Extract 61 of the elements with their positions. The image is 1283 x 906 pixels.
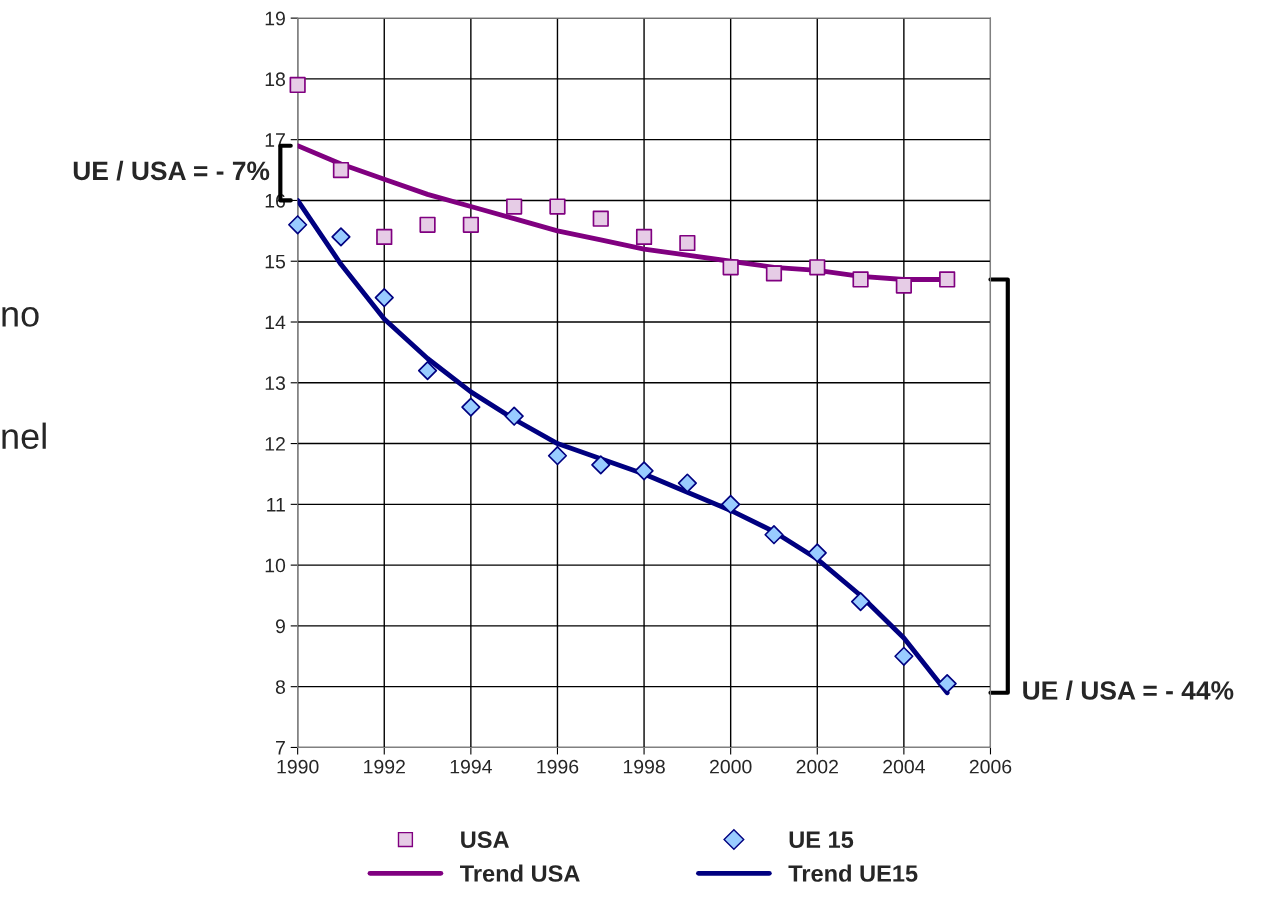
- point: [852, 271, 869, 288]
- y-tick-label: 11: [267, 498, 285, 512]
- point: [549, 198, 566, 215]
- point: [635, 228, 653, 246]
- y-tick-label: 8: [275, 680, 286, 694]
- point: [374, 288, 394, 308]
- point: [332, 161, 350, 179]
- x-tick-label: 1994: [450, 759, 492, 774]
- point: [939, 271, 956, 288]
- point: [679, 234, 696, 252]
- text: no: [2, 307, 39, 327]
- point: [288, 215, 308, 235]
- point: [592, 210, 609, 227]
- point: [634, 461, 654, 481]
- point: [506, 198, 523, 215]
- text: UE / USA = - 44%: [1023, 680, 1234, 701]
- point: [937, 674, 957, 694]
- x-tick-label: 1992: [364, 759, 405, 774]
- x-tick-label: 1998: [623, 759, 665, 774]
- text: nel: [2, 422, 46, 450]
- y-tick-label: 19: [265, 11, 285, 26]
- point: [547, 446, 568, 466]
- y-tick-label: 17: [265, 133, 285, 147]
- legend-label: USA: [461, 831, 509, 849]
- y-tick-label: 18: [265, 72, 286, 87]
- x-tick-label: 1996: [537, 759, 579, 774]
- point: [462, 216, 479, 233]
- point: [504, 406, 524, 426]
- point: [677, 473, 697, 493]
- point: [807, 543, 827, 563]
- legend-label: UE 15: [789, 831, 854, 849]
- legend-label: Trend UE15: [788, 864, 918, 882]
- x-tick-label: 2000: [710, 759, 752, 774]
- point: [419, 216, 436, 233]
- y-tick-label: 7: [276, 741, 285, 755]
- x-tick-label: 2006: [969, 759, 1012, 774]
- point: [331, 227, 351, 247]
- legend-label: Trend USA: [460, 864, 580, 882]
- point: [721, 494, 741, 514]
- y-tick-label: 12: [265, 437, 285, 451]
- point: [850, 591, 871, 612]
- x-tick-label: 2004: [883, 759, 925, 774]
- text: UE / USA = - 7%: [73, 160, 270, 181]
- y-tick-label: 9: [275, 619, 285, 634]
- y-tick-label: 15: [265, 254, 286, 269]
- point: [765, 265, 783, 282]
- y-tick-label: 13: [265, 376, 285, 391]
- point: [809, 259, 826, 276]
- x-tick-label: 1990: [277, 759, 319, 774]
- point: [895, 277, 912, 294]
- point: [461, 397, 481, 417]
- y-tick-label: 14: [265, 315, 286, 330]
- point: [722, 259, 739, 276]
- point: [764, 525, 784, 545]
- point: [417, 361, 438, 381]
- x-tick-label: 2002: [796, 759, 838, 774]
- point: [591, 455, 611, 475]
- point: [894, 646, 914, 666]
- y-tick-label: 10: [265, 558, 286, 573]
- point: [289, 76, 306, 94]
- point: [376, 228, 393, 246]
